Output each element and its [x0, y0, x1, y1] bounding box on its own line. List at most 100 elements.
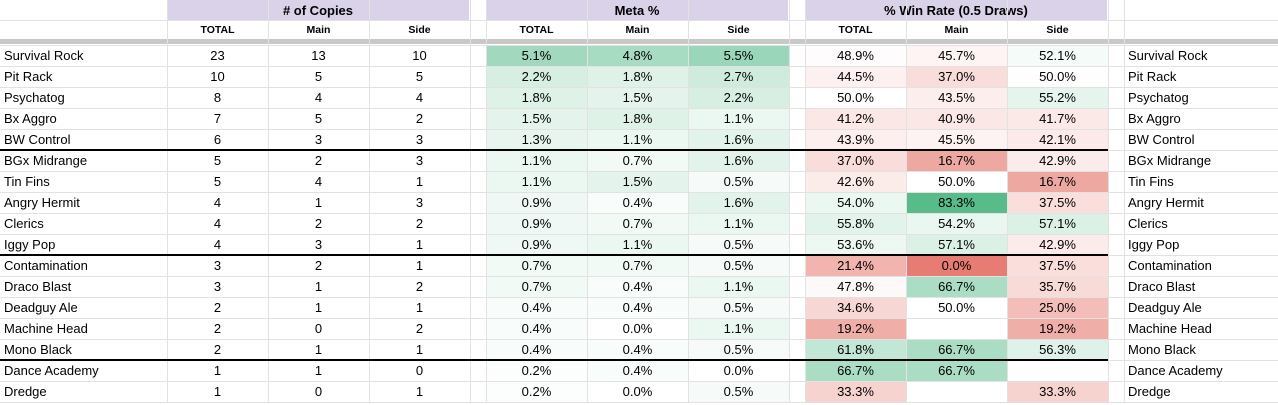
meta-main-cell[interactable]: 0.0%	[587, 318, 688, 339]
total-cell[interactable]: 3	[213, 279, 222, 294]
meta-side-cell[interactable]: 5.5%	[688, 45, 789, 66]
win-side-cell[interactable]: 42.9%	[1007, 234, 1108, 255]
deck-name-repeat[interactable]: Deadguy Ale	[1128, 300, 1202, 315]
main-cell[interactable]: 1	[314, 300, 323, 315]
main-cell[interactable]: 5	[314, 69, 323, 84]
win-main-cell[interactable]: 66.7%	[906, 339, 1007, 360]
win-main-cell[interactable]: 50.0%	[906, 297, 1007, 318]
meta-side-cell[interactable]: 0.5%	[688, 339, 789, 360]
meta-side-cell[interactable]: 2.7%	[688, 66, 789, 87]
meta-total-cell[interactable]: 0.9%	[486, 213, 587, 234]
frozen-row-divider[interactable]	[0, 39, 1278, 44]
main-cell[interactable]: 4	[314, 174, 323, 189]
main-cell[interactable]: 4	[314, 90, 323, 105]
deck-name-repeat[interactable]: Contamination	[1128, 258, 1212, 273]
meta-total-cell[interactable]: 0.9%	[486, 234, 587, 255]
side-cell[interactable]: 1	[415, 384, 424, 399]
win-main-cell[interactable]: 45.5%	[906, 129, 1007, 150]
column-header[interactable]: Main	[944, 23, 969, 36]
win-side-cell[interactable]: 41.7%	[1007, 108, 1108, 129]
win-main-cell[interactable]: 45.7%	[906, 45, 1007, 66]
win-total-cell[interactable]: 42.6%	[805, 171, 906, 192]
side-cell[interactable]: 3	[415, 132, 424, 147]
side-cell[interactable]: 1	[415, 237, 424, 252]
win-side-cell[interactable]	[1007, 360, 1108, 381]
main-cell[interactable]: 1	[314, 279, 323, 294]
win-total-cell[interactable]: 50.0%	[805, 87, 906, 108]
win-side-cell[interactable]: 57.1%	[1007, 213, 1108, 234]
win-main-cell[interactable]: 50.0%	[906, 171, 1007, 192]
meta-side-cell[interactable]: 2.2%	[688, 87, 789, 108]
meta-total-cell[interactable]: 0.7%	[486, 276, 587, 297]
deck-name[interactable]: Angry Hermit	[4, 195, 80, 210]
side-cell[interactable]: 10	[412, 48, 427, 63]
column-header[interactable]: TOTAL	[519, 23, 554, 36]
side-cell[interactable]: 2	[415, 321, 424, 336]
meta-total-cell[interactable]: 0.7%	[486, 255, 587, 276]
meta-main-cell[interactable]: 1.8%	[587, 108, 688, 129]
deck-name-repeat[interactable]: Pit Rack	[1128, 69, 1177, 84]
deck-name-repeat[interactable]: Survival Rock	[1128, 48, 1208, 63]
win-main-cell[interactable]	[906, 381, 1007, 402]
side-cell[interactable]: 1	[415, 342, 424, 357]
deck-name[interactable]: Pit Rack	[4, 69, 53, 84]
deck-name[interactable]: Survival Rock	[4, 48, 84, 63]
deck-name[interactable]: Dance Academy	[4, 363, 99, 378]
deck-name[interactable]: Bx Aggro	[4, 111, 57, 126]
win-total-cell[interactable]: 21.4%	[805, 255, 906, 276]
total-cell[interactable]: 10	[210, 69, 225, 84]
meta-total-cell[interactable]: 1.3%	[486, 129, 587, 150]
meta-main-cell[interactable]: 0.4%	[587, 339, 688, 360]
meta-side-cell[interactable]: 1.1%	[688, 108, 789, 129]
main-cell[interactable]: 2	[314, 153, 323, 168]
column-header[interactable]: Side	[408, 23, 431, 36]
deck-name-repeat[interactable]: Mono Black	[1128, 342, 1196, 357]
side-cell[interactable]: 3	[415, 153, 424, 168]
total-cell[interactable]: 3	[213, 258, 222, 273]
meta-side-cell[interactable]: 1.6%	[688, 150, 789, 171]
main-cell[interactable]: 3	[314, 237, 323, 252]
win-total-cell[interactable]: 43.9%	[805, 129, 906, 150]
deck-name-repeat[interactable]: BW Control	[1128, 132, 1195, 147]
deck-name-repeat[interactable]: Dance Academy	[1128, 363, 1223, 378]
win-side-cell[interactable]: 16.7%	[1007, 171, 1108, 192]
main-cell[interactable]: 1	[314, 363, 323, 378]
column-header[interactable]: Side	[727, 23, 750, 36]
win-main-cell[interactable]: 16.7%	[906, 150, 1007, 171]
deck-name-repeat[interactable]: Clerics	[1128, 216, 1168, 231]
main-cell[interactable]: 3	[314, 132, 323, 147]
win-side-cell[interactable]: 35.7%	[1007, 276, 1108, 297]
win-side-cell[interactable]: 52.1%	[1007, 45, 1108, 66]
win-total-cell[interactable]: 66.7%	[805, 360, 906, 381]
total-cell[interactable]: 23	[210, 48, 225, 63]
main-cell[interactable]: 2	[314, 216, 323, 231]
meta-side-cell[interactable]: 1.6%	[688, 129, 789, 150]
deck-name[interactable]: Tin Fins	[4, 174, 50, 189]
meta-main-cell[interactable]: 0.0%	[587, 381, 688, 402]
win-total-cell[interactable]: 19.2%	[805, 318, 906, 339]
total-cell[interactable]: 7	[213, 111, 222, 126]
main-cell[interactable]: 0	[314, 321, 323, 336]
deck-name-repeat[interactable]: Bx Aggro	[1128, 111, 1181, 126]
side-cell[interactable]: 0	[415, 363, 424, 378]
meta-side-cell[interactable]: 0.5%	[688, 297, 789, 318]
meta-side-cell[interactable]: 1.1%	[688, 318, 789, 339]
win-total-cell[interactable]: 33.3%	[805, 381, 906, 402]
side-cell[interactable]: 2	[415, 216, 424, 231]
deck-name[interactable]: Contamination	[4, 258, 88, 273]
side-cell[interactable]: 1	[415, 174, 424, 189]
win-main-cell[interactable]: 37.0%	[906, 66, 1007, 87]
win-total-cell[interactable]: 55.8%	[805, 213, 906, 234]
meta-main-cell[interactable]: 0.7%	[587, 150, 688, 171]
total-cell[interactable]: 2	[213, 321, 222, 336]
meta-total-cell[interactable]: 0.4%	[486, 318, 587, 339]
win-total-cell[interactable]: 54.0%	[805, 192, 906, 213]
total-cell[interactable]: 4	[213, 237, 222, 252]
side-cell[interactable]: 4	[415, 90, 424, 105]
meta-main-cell[interactable]: 1.5%	[587, 171, 688, 192]
win-total-cell[interactable]: 61.8%	[805, 339, 906, 360]
meta-side-cell[interactable]: 0.5%	[688, 255, 789, 276]
meta-main-cell[interactable]: 1.1%	[587, 129, 688, 150]
total-cell[interactable]: 1	[213, 384, 222, 399]
deck-name-repeat[interactable]: Psychatog	[1128, 90, 1189, 105]
